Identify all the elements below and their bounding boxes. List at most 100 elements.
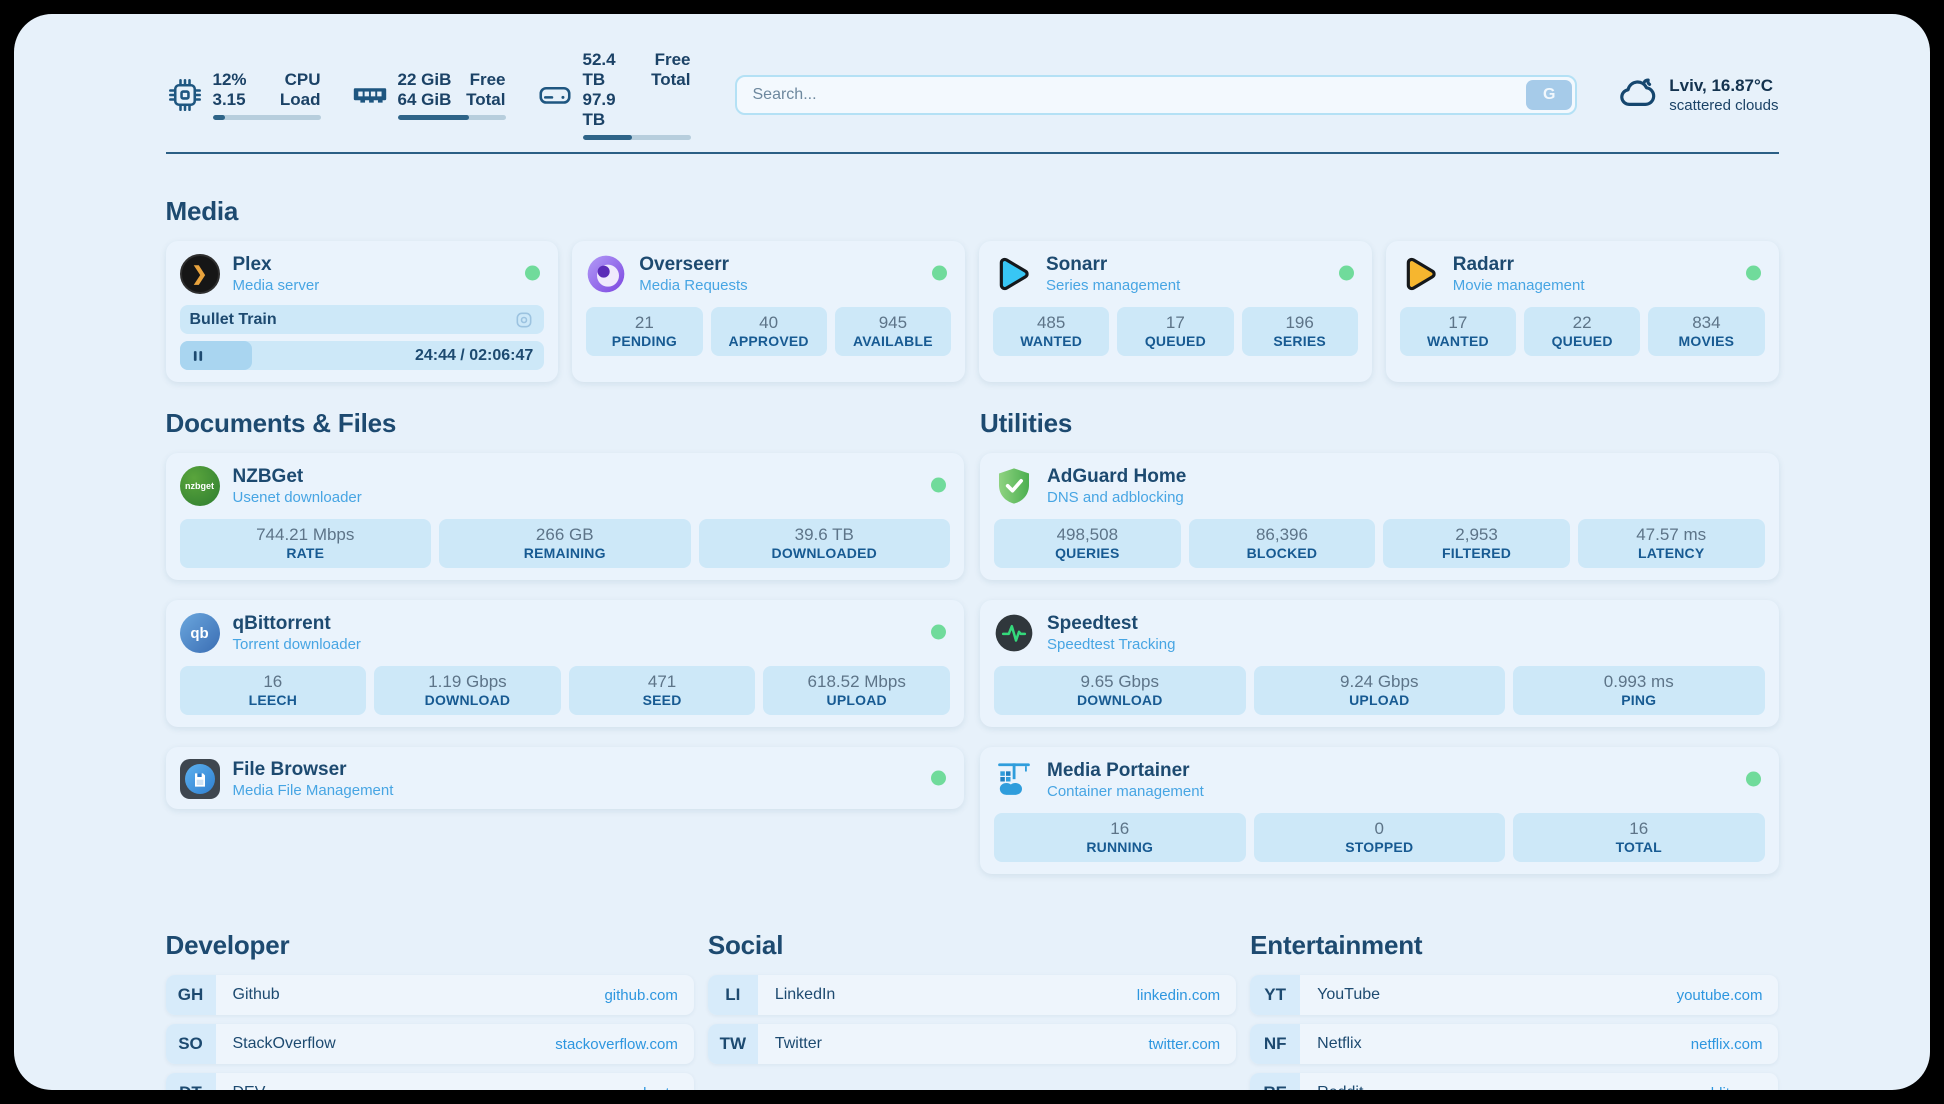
service-title: File Browser (232, 759, 347, 780)
stat-queued: 22 QUEUED (1524, 307, 1641, 356)
stat-series: 196 SERIES (1241, 307, 1358, 356)
stat-available: 945 AVAILABLE (834, 307, 951, 356)
service-title: Plex (232, 254, 272, 275)
bookmark-name: Reddit (1300, 1073, 1692, 1090)
bookmark-name: LinkedIn (774, 986, 836, 1003)
stat-seed: 471 SEED (568, 666, 756, 715)
bookmark-stackoverflow[interactable]: SO StackOverflow stackoverflow.com (165, 1024, 694, 1064)
search-bar: G (734, 75, 1578, 115)
bookmark-url: youtube.com (1676, 986, 1763, 1004)
bookmark-abbr: RE (1250, 1073, 1301, 1090)
top-bar: 12% 3.15 CPU Load (166, 50, 1779, 140)
service-card-adguard[interactable]: AdGuard Home DNS and adblocking 498,508 … (980, 453, 1779, 580)
bookmark-name: YouTube (1317, 986, 1381, 1003)
cpu-icon (166, 76, 204, 114)
bookmark-abbr: SO (165, 1024, 216, 1064)
ram-free-label: Free (469, 70, 506, 89)
bookmark-reddit[interactable]: RE Reddit reddit.com (1250, 1073, 1779, 1091)
playback-progress-bar: 24:44 / 02:06:47 (179, 341, 545, 370)
bookmark-youtube[interactable]: YT YouTube youtube.com (1250, 975, 1779, 1015)
service-subtitle: Series management (1046, 277, 1181, 294)
service-title: NZBGet (232, 466, 304, 487)
service-card-portainer[interactable]: Media Portainer Container management 16 … (980, 747, 1779, 874)
nzbget-icon: nzbget (179, 466, 220, 506)
bookmark-netflix[interactable]: NF Netflix netflix.com (1250, 1024, 1779, 1064)
section-title-developer: Developer (165, 930, 290, 960)
service-card-nzbget[interactable]: nzbget NZBGet Usenet downloader 744.21 M… (165, 453, 964, 580)
cpu-load-value: 3.15 (212, 90, 246, 109)
bookmark-url: linkedin.com (1136, 986, 1221, 1004)
stat-downloaded: 39.6 TB DOWNLOADED (698, 519, 950, 568)
stat-upload: 9.24 Gbps UPLOAD (1253, 666, 1505, 715)
stat-download: 1.19 Gbps DOWNLOAD (374, 666, 561, 715)
bookmark-github[interactable]: GH Github github.com (165, 975, 694, 1015)
status-dot (931, 624, 946, 640)
service-card-plex[interactable]: ❯ Plex Media server Bullet Train (165, 241, 559, 382)
bookmark-dev[interactable]: DT DEV dev.to (165, 1073, 694, 1090)
service-subtitle: Torrent downloader (232, 636, 361, 653)
stat-blocked: 86,396 BLOCKED (1188, 519, 1376, 568)
search-input[interactable] (734, 75, 1578, 115)
bookmark-twitter[interactable]: TW Twitter twitter.com (707, 1024, 1237, 1064)
bookmark-name: Netflix (1317, 1035, 1362, 1052)
disk-total-value: 97.9 TB (582, 90, 616, 129)
ram-total-label: Total (466, 90, 506, 109)
ram-icon (351, 76, 389, 114)
adguard-icon (994, 466, 1034, 506)
stat-ping: 0.993 ms PING (1513, 666, 1765, 715)
service-title: Sonarr (1046, 254, 1108, 275)
stat-wanted: 485 WANTED (993, 307, 1110, 356)
service-title: Speedtest (1047, 613, 1138, 634)
plex-icon: ❯ (179, 254, 220, 294)
stat-remaining: 266 GB REMAINING (439, 519, 691, 568)
cpu-label: CPU (284, 70, 321, 89)
stat-upload: 618.52 Mbps UPLOAD (763, 666, 950, 715)
qbittorrent-icon: qb (179, 613, 220, 653)
service-card-radarr[interactable]: Radarr Movie management 17 WANTED 22 QUE… (1385, 241, 1779, 382)
service-subtitle: Movie management (1452, 277, 1585, 294)
service-title: Media Portainer (1047, 760, 1190, 781)
bookmark-abbr: YT (1250, 975, 1301, 1015)
service-subtitle: DNS and adblocking (1047, 489, 1184, 506)
radarr-icon (1400, 254, 1440, 294)
ram-free-value: 22 GiB (397, 70, 452, 89)
stat-queries: 498,508 QUERIES (994, 519, 1181, 568)
status-dot (1745, 771, 1761, 787)
stat-latency: 47.57 ms LATENCY (1577, 519, 1765, 568)
memory-widget: 22 GiB 64 GiB Free Total (351, 70, 506, 120)
filebrowser-icon (179, 759, 220, 799)
status-dot (525, 265, 541, 281)
service-card-speedtest[interactable]: Speedtest Speedtest Tracking 9.65 Gbps D… (980, 600, 1779, 727)
stat-movies: 834 MOVIES (1648, 307, 1765, 356)
bookmark-url: github.com (604, 986, 678, 1004)
weather-widget: Lviv, 16.87°C scattered clouds (1617, 72, 1779, 119)
bookmark-abbr: LI (707, 975, 758, 1015)
section-title-social: Social (707, 930, 784, 960)
disk-total-label: Total (651, 70, 691, 89)
service-card-overseerr[interactable]: Overseerr Media Requests 21 PENDING 40 A… (572, 241, 965, 382)
service-card-qbittorrent[interactable]: qb qBittorrent Torrent downloader 16 LEE… (165, 600, 964, 727)
stat-stopped: 0 STOPPED (1253, 813, 1505, 862)
service-card-filebrowser[interactable]: File Browser Media File Management (165, 747, 964, 809)
stat-filtered: 2,953 FILTERED (1383, 519, 1570, 568)
service-subtitle: Usenet downloader (232, 489, 362, 506)
disk-icon (536, 76, 574, 114)
bookmark-abbr: TW (707, 1024, 758, 1064)
bookmark-url: twitter.com (1148, 1035, 1221, 1053)
disk-free-label: Free (654, 50, 691, 69)
bookmark-name: DEV (216, 1073, 639, 1090)
stat-queued: 17 QUEUED (1117, 307, 1234, 356)
cpu-progress-bar (212, 115, 321, 120)
search-provider-button[interactable]: G (1526, 80, 1573, 110)
service-subtitle: Media server (232, 277, 320, 294)
stat-wanted: 17 WANTED (1399, 307, 1516, 356)
bookmark-url: reddit.com (1692, 1073, 1778, 1091)
bookmark-linkedin[interactable]: LI LinkedIn linkedin.com (707, 975, 1237, 1015)
stat-pending: 21 PENDING (586, 307, 703, 356)
service-card-sonarr[interactable]: Sonarr Series management 485 WANTED 17 Q… (979, 241, 1372, 382)
stat-total: 16 TOTAL (1513, 813, 1765, 862)
bookmark-name: StackOverflow (232, 1035, 336, 1052)
status-dot (932, 265, 947, 281)
ram-progress-bar (397, 115, 506, 120)
weather-condition: scattered clouds (1669, 97, 1779, 114)
